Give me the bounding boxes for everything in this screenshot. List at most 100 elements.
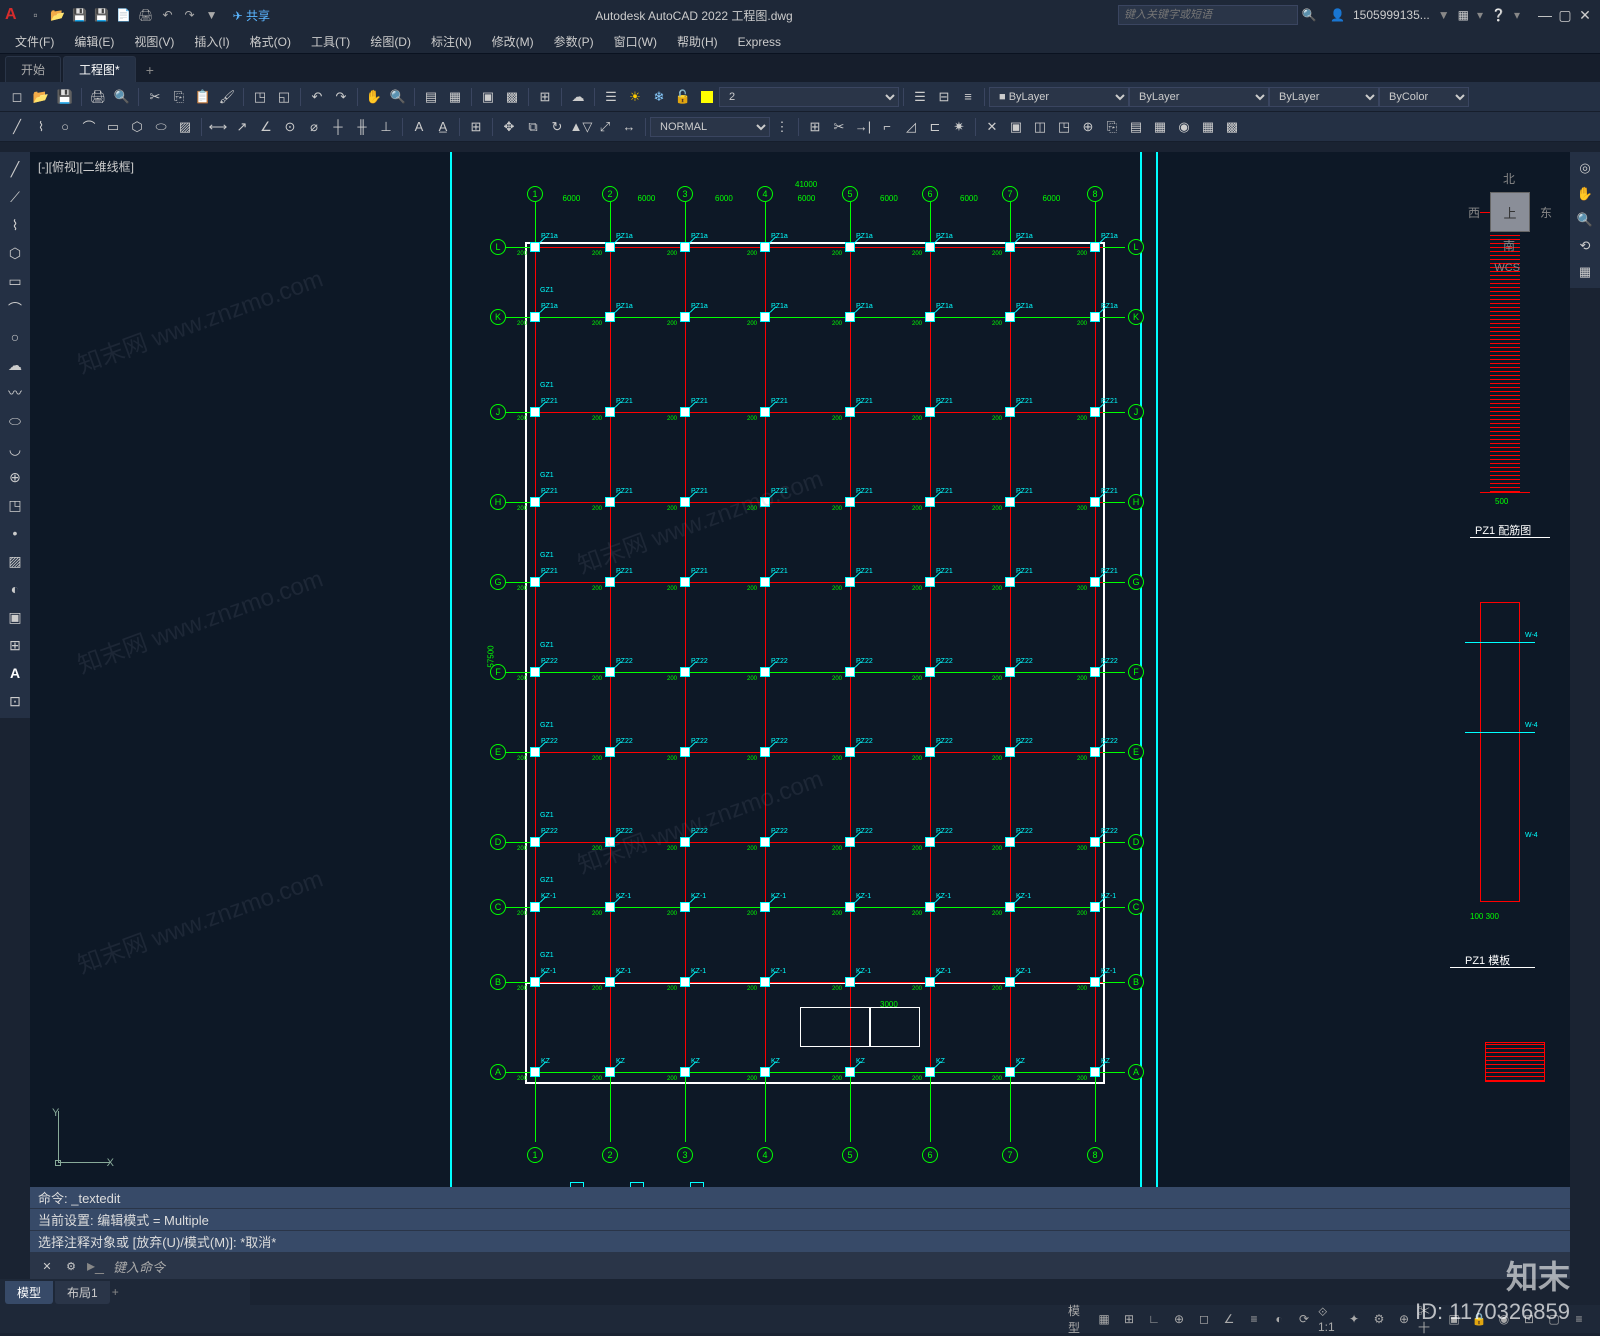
layer-color-icon[interactable] [696, 86, 718, 108]
share-button[interactable]: ✈ 共享 [233, 7, 270, 24]
insert-icon[interactable]: ⊕ [1077, 116, 1099, 138]
gradient-tool-icon[interactable]: ◐ [3, 577, 27, 601]
layer-dropdown[interactable]: 2 [719, 87, 899, 107]
ortho-toggle-icon[interactable]: ∟ [1143, 1308, 1165, 1330]
color-dropdown[interactable]: ■ ByLayer [989, 87, 1129, 107]
block-tool-icon[interactable]: ◳ [3, 493, 27, 517]
file-tab[interactable]: 开始 [5, 56, 61, 82]
menu-item[interactable]: 窗口(W) [604, 33, 667, 50]
user-label[interactable]: 1505999135... [1353, 8, 1430, 22]
block-icon[interactable]: ◳ [249, 86, 271, 108]
array-icon[interactable]: ⊞ [804, 116, 826, 138]
preview-icon[interactable]: 🔍 [111, 86, 133, 108]
dim-linear-icon[interactable]: ⟷ [207, 116, 229, 138]
dim-dia-icon[interactable]: ⌀ [303, 116, 325, 138]
offset-icon[interactable]: ⊏ [924, 116, 946, 138]
viewcube-top[interactable]: 上 [1490, 192, 1530, 232]
dc-icon[interactable]: ▩ [501, 86, 523, 108]
fillet-icon[interactable]: ⌐ [876, 116, 898, 138]
spline-tool-icon[interactable]: 〰 [3, 381, 27, 405]
xref-icon[interactable]: ⎘ [1101, 116, 1123, 138]
cut-icon[interactable]: ✂ [144, 86, 166, 108]
dim-ord-icon[interactable]: ⊥ [375, 116, 397, 138]
customize-icon[interactable]: ≡ [1568, 1308, 1590, 1330]
search-icon[interactable]: 🔍 [1300, 6, 1318, 24]
hatch-icon[interactable]: ▨ [174, 116, 196, 138]
pline-icon[interactable]: ⌇ [30, 116, 52, 138]
xline-tool-icon[interactable]: ⟋ [3, 185, 27, 209]
anno-monitor-icon[interactable]: ⊕ [1393, 1308, 1415, 1330]
nav-zoom-icon[interactable]: 🔍 [1574, 209, 1596, 231]
match-icon[interactable]: 🖌 [216, 86, 238, 108]
menu-item[interactable]: 修改(M) [482, 33, 544, 50]
transparency-icon[interactable]: ◐ [1268, 1308, 1290, 1330]
lineweight-dropdown[interactable]: ByLayer [1269, 87, 1379, 107]
save-icon[interactable]: 💾 [71, 6, 89, 24]
new-icon[interactable]: ◻ [6, 86, 28, 108]
open-icon[interactable]: 📂 [30, 86, 52, 108]
new-icon[interactable]: ▫ [27, 6, 45, 24]
revcloud-tool-icon[interactable]: ☁ [3, 353, 27, 377]
dim-base-icon[interactable]: ╫ [351, 116, 373, 138]
polar-toggle-icon[interactable]: ⊕ [1168, 1308, 1190, 1330]
layer-manager-icon[interactable]: ☰ [600, 86, 622, 108]
anno-vis-icon[interactable]: ✦ [1343, 1308, 1365, 1330]
sheet-icon[interactable]: ▤ [420, 86, 442, 108]
explode-icon[interactable]: ✷ [948, 116, 970, 138]
point-tool-icon[interactable]: • [3, 521, 27, 545]
ellipsearc-tool-icon[interactable]: ◡ [3, 437, 27, 461]
menu-item[interactable]: 编辑(E) [64, 33, 124, 50]
undo-icon[interactable]: ↶ [306, 86, 328, 108]
menu-item[interactable]: Express [728, 35, 791, 49]
sheet2-icon[interactable]: ▤ [1125, 116, 1147, 138]
viewcube-south[interactable]: 南 [1503, 237, 1515, 254]
chamfer-icon[interactable]: ◿ [900, 116, 922, 138]
dim-angular-icon[interactable]: ∠ [255, 116, 277, 138]
layer-freeze-icon[interactable]: ❄ [648, 86, 670, 108]
circle-tool-icon[interactable]: ○ [3, 325, 27, 349]
dim-cont-icon[interactable]: ┼ [327, 116, 349, 138]
help-icon[interactable]: ❔ [1491, 8, 1506, 22]
pan-icon[interactable]: ✋ [363, 86, 385, 108]
rect-tool-icon[interactable]: ▭ [3, 269, 27, 293]
nav-orbit-icon[interactable]: ⟲ [1574, 235, 1596, 257]
view3-icon[interactable]: ▩ [1221, 116, 1243, 138]
style-icon[interactable]: ⋮ [771, 116, 793, 138]
redo-icon[interactable]: ↷ [330, 86, 352, 108]
model-tab[interactable]: 模型 [5, 1281, 53, 1304]
mtext-icon[interactable]: A̲ [432, 116, 454, 138]
nav-show-icon[interactable]: ▦ [1574, 261, 1596, 283]
rect-icon[interactable]: ▭ [102, 116, 124, 138]
lweight-toggle-icon[interactable]: ≡ [1243, 1308, 1265, 1330]
layer-prev-icon[interactable]: ☰ [909, 86, 931, 108]
arc-tool-icon[interactable]: ⌒ [3, 297, 27, 321]
scale-icon[interactable]: ⤢ [594, 116, 616, 138]
qat-dropdown-icon[interactable]: ▼ [203, 6, 221, 24]
minimize-button[interactable]: — [1535, 5, 1555, 25]
mirror-icon[interactable]: ▲▽ [570, 116, 592, 138]
calc-icon[interactable]: ⊞ [534, 86, 556, 108]
model-button[interactable]: 模型 [1068, 1308, 1090, 1330]
polygon-icon[interactable]: ⬡ [126, 116, 148, 138]
copy-icon[interactable]: ⎘ [168, 86, 190, 108]
view2-icon[interactable]: ▦ [1197, 116, 1219, 138]
print-icon[interactable]: 🖨 [87, 86, 109, 108]
stretch-icon[interactable]: ↔ [618, 116, 640, 138]
ucs-icon[interactable]: Y X [50, 1111, 110, 1171]
linetype-dropdown[interactable]: ByLayer [1129, 87, 1269, 107]
file-tab[interactable]: 工程图* [63, 56, 136, 82]
grid-toggle-icon[interactable]: ▦ [1093, 1308, 1115, 1330]
menu-item[interactable]: 插入(I) [184, 33, 239, 50]
cmd-config-icon[interactable]: ⚙ [60, 1255, 82, 1277]
save-icon[interactable]: 💾 [54, 86, 76, 108]
menu-item[interactable]: 标注(N) [421, 33, 482, 50]
cmd-close-icon[interactable]: ✕ [36, 1255, 58, 1277]
ellipse-icon[interactable]: ⬭ [150, 116, 172, 138]
polygon-tool-icon[interactable]: ⬡ [3, 241, 27, 265]
block2-icon[interactable]: ◱ [273, 86, 295, 108]
erase-icon[interactable]: ✕ [981, 116, 1003, 138]
rotate-icon[interactable]: ↻ [546, 116, 568, 138]
move-icon[interactable]: ✥ [498, 116, 520, 138]
viewcube-west[interactable]: 西 [1468, 204, 1480, 221]
menu-item[interactable]: 绘图(D) [360, 33, 421, 50]
